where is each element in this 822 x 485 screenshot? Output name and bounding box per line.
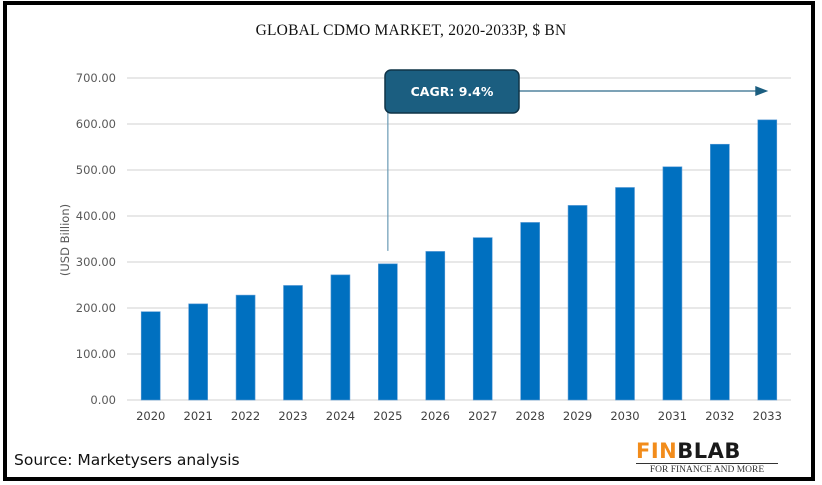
x-tick-label: 2033 (753, 409, 782, 423)
x-tick-label: 2020 (136, 409, 165, 423)
logo-wordmark: FINBLAB (636, 440, 780, 462)
arrow-head-icon (755, 86, 769, 96)
x-tick-label: 2023 (278, 409, 307, 423)
cagr-callout-text: CAGR: 9.4% (411, 84, 494, 99)
x-tick-label: 2021 (184, 409, 213, 423)
bar-2032 (710, 143, 730, 401)
x-tick-label: 2029 (563, 409, 592, 423)
x-tick-label: 2027 (468, 409, 497, 423)
bar-2027 (472, 237, 493, 401)
gridlines (127, 77, 791, 401)
bar-2023 (283, 285, 303, 401)
chart-title: GLOBAL CDMO MARKET, 2020-2033P, $ BN (255, 22, 567, 39)
logo-blab: BLAB (677, 439, 741, 463)
y-tick-label: 300.00 (76, 255, 116, 269)
y-axis-label: (USD Billion) (58, 204, 72, 276)
bar-2020 (140, 311, 161, 401)
x-tick-label: 2031 (658, 409, 687, 423)
x-tick-label: 2025 (373, 409, 402, 423)
x-tick-label: 2028 (516, 409, 545, 423)
cagr-callout-box (384, 69, 520, 114)
x-tick-label: 2022 (231, 409, 260, 423)
bars (140, 119, 778, 401)
bar-2030 (615, 187, 635, 401)
bar-2024 (330, 274, 351, 401)
x-tick-label: 2030 (610, 409, 639, 423)
bar-2026 (425, 251, 446, 401)
cagr-annotation: CAGR: 9.4% (384, 69, 769, 251)
bar-2025 (378, 263, 398, 401)
bar-2028 (520, 222, 540, 401)
y-tick-label: 100.00 (76, 347, 116, 361)
x-tick-label: 2032 (705, 409, 734, 423)
x-tick-label: 2024 (326, 409, 355, 423)
bar-2029 (567, 205, 588, 401)
finblab-logo: FINBLAB FOR FINANCE AND MORE (636, 440, 780, 475)
y-tick-label: 600.00 (76, 117, 116, 131)
y-tick-label: 500.00 (76, 163, 116, 177)
bar-2031 (662, 166, 683, 401)
y-axis-ticks: 0.00 100.00 200.00 300.00 400.00 500.00 600.00… (76, 71, 116, 407)
source-note: Source: Marketysers analysis (14, 451, 240, 469)
y-tick-label: 200.00 (76, 301, 116, 315)
logo-tagline: FOR FINANCE AND MORE (649, 465, 765, 475)
y-tick-label: 400.00 (76, 209, 116, 223)
logo-divider (636, 463, 778, 464)
y-tick-label: 700.00 (76, 71, 116, 85)
cagr-connector-line (385, 90, 389, 251)
logo-fin: FIN (636, 439, 678, 463)
x-tick-label: 2026 (421, 409, 450, 423)
bar-2022 (235, 294, 256, 401)
bar-2033 (757, 119, 778, 401)
x-axis-ticks: 2020 2021 2022 2023 2024 2025 2026 2027 2028 2029… (136, 409, 782, 423)
y-tick-label: 0.00 (90, 393, 116, 407)
bar-2021 (188, 303, 208, 401)
